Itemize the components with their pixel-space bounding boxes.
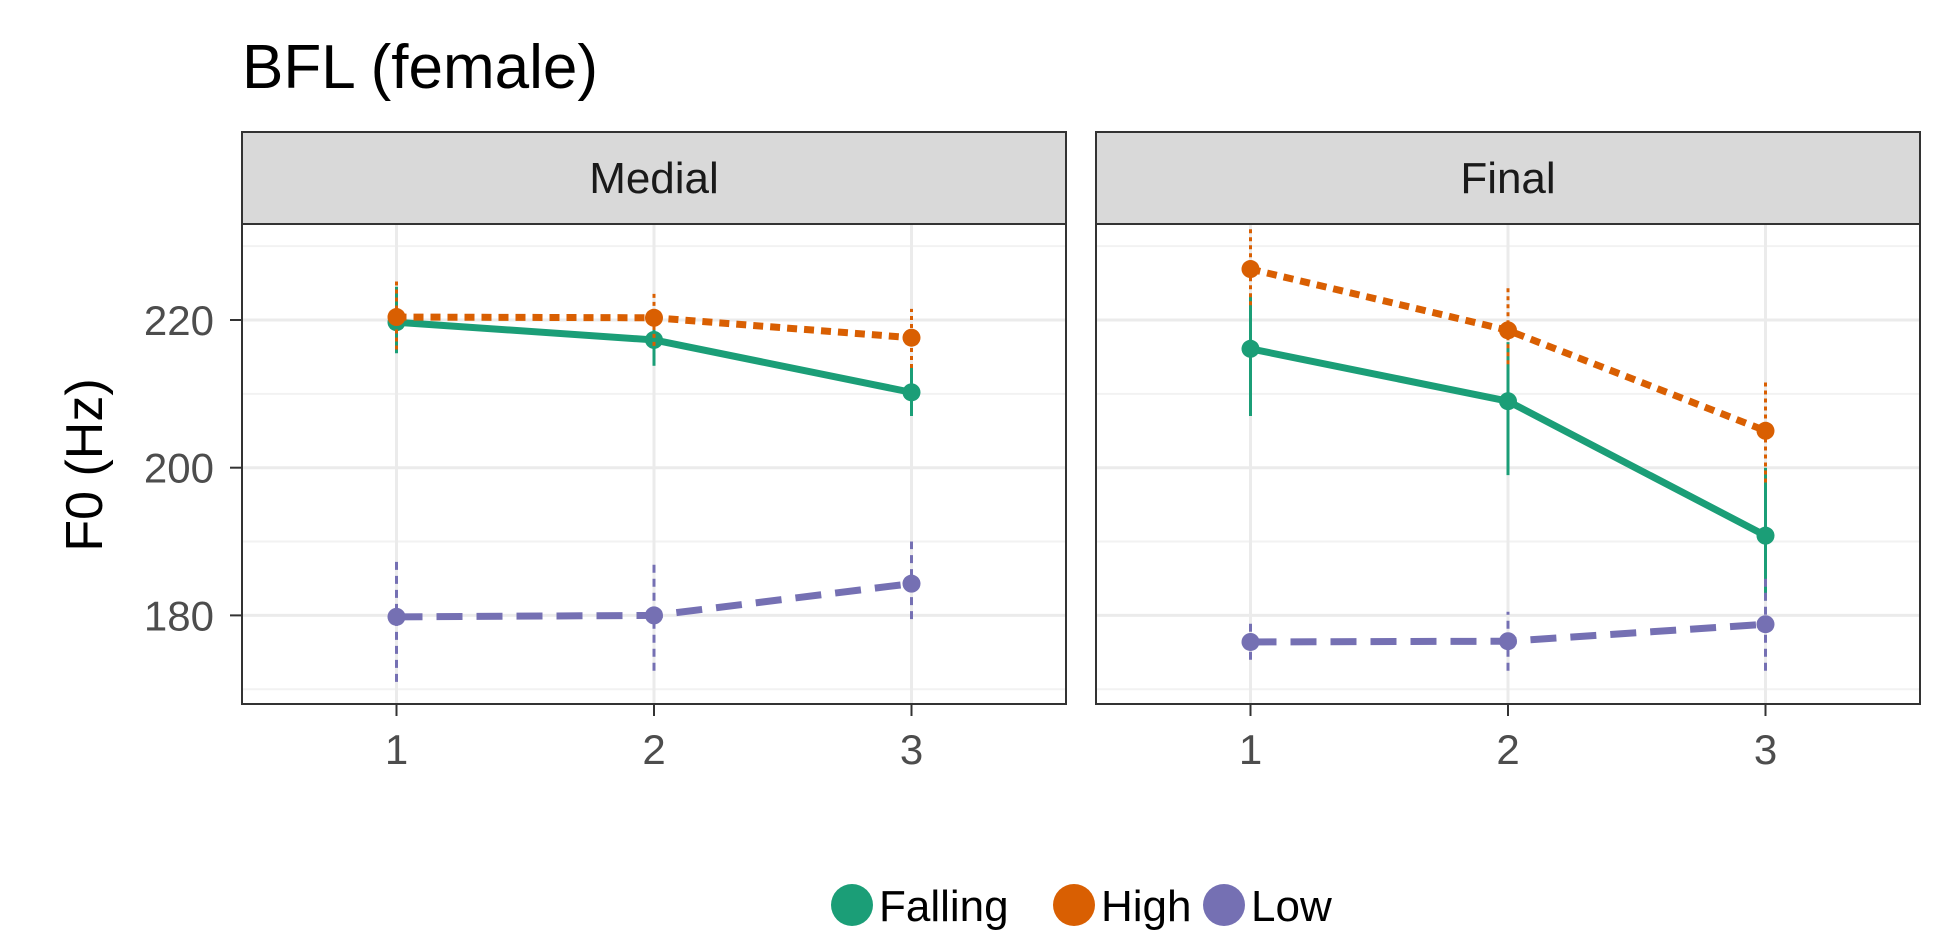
- point-falling-1: [1241, 339, 1260, 358]
- point-low-1: [1241, 632, 1260, 651]
- point-high-3: [1756, 421, 1775, 440]
- point-low-2: [1499, 632, 1517, 651]
- facet-strip-label-final: Final: [1460, 154, 1555, 203]
- point-high-3: [902, 328, 921, 347]
- legend-label-high: High: [1101, 882, 1192, 931]
- x-tick-label-1: 1: [385, 726, 408, 773]
- point-falling-3: [1756, 526, 1775, 545]
- point-falling-3: [902, 383, 921, 402]
- point-high-1: [1241, 260, 1260, 279]
- series-low: [1241, 578, 1775, 671]
- legend-item-falling: Falling: [831, 882, 1009, 931]
- y-axis-title: F0 (Hz): [56, 378, 114, 551]
- series-high: [387, 279, 921, 368]
- point-high-2: [645, 308, 663, 327]
- series-high: [1241, 227, 1775, 483]
- legend: Falling High Low: [831, 882, 1332, 931]
- legend-label-falling: Falling: [879, 882, 1009, 931]
- point-falling-2: [1499, 392, 1517, 411]
- x-tick-label-3: 3: [1754, 726, 1777, 773]
- facet-strip: [241, 131, 1067, 225]
- panel-medial: Medial 1 2 3: [241, 131, 1067, 773]
- legend-key-high: [1053, 884, 1095, 926]
- y-tick-label-200: 200: [144, 445, 214, 492]
- point-low-3: [902, 574, 921, 593]
- x-tick-label-3: 3: [900, 726, 923, 773]
- legend-item-high: High: [1053, 882, 1192, 931]
- legend-item-low: Low: [1203, 882, 1332, 931]
- y-tick-label-220: 220: [144, 297, 214, 344]
- point-low-2: [645, 606, 663, 625]
- chart-title: BFL (female): [242, 33, 598, 102]
- point-high-1: [387, 308, 406, 327]
- panel-final: Final 1 2 3: [1095, 131, 1921, 773]
- series-low: [387, 541, 921, 682]
- point-low-3: [1756, 615, 1775, 634]
- point-falling-2: [645, 330, 663, 349]
- panels: 180 200 220 Medial 1 2 3 Final 1 2 3: [144, 131, 1921, 773]
- facet-strip-label-medial: Medial: [589, 154, 719, 203]
- legend-key-falling: [831, 884, 873, 926]
- point-high-2: [1499, 321, 1517, 340]
- legend-key-low: [1203, 884, 1245, 926]
- x-tick-label-2: 2: [642, 726, 665, 773]
- point-low-1: [387, 607, 406, 626]
- x-tick-label-2: 2: [1496, 726, 1519, 773]
- x-tick-label-1: 1: [1239, 726, 1262, 773]
- legend-label-low: Low: [1251, 882, 1332, 931]
- facet-strip: [1095, 131, 1921, 225]
- y-tick-label-180: 180: [144, 592, 214, 639]
